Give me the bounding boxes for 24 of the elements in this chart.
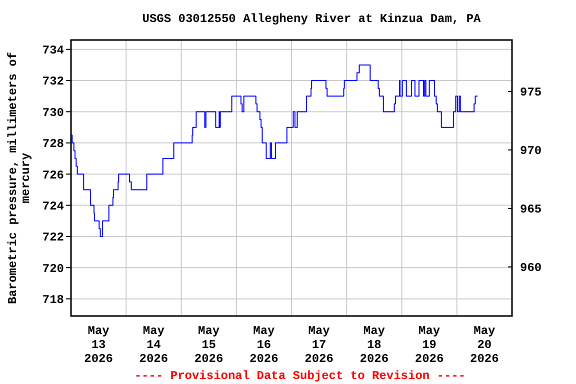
y2-tick-label: 970 <box>520 144 542 158</box>
x-tick-label: May 15 2026 <box>194 324 224 366</box>
x-tick-label: May 17 2026 <box>304 324 334 366</box>
y2-tick-label: 975 <box>520 86 542 100</box>
y2-tick-label: 965 <box>520 202 542 217</box>
y-tick-label: 726 <box>42 168 64 182</box>
y-tick-label: 728 <box>42 137 64 152</box>
x-tick-label: May 13 2026 <box>84 324 113 366</box>
y-tick-label: 734 <box>42 44 64 58</box>
x-tick-label: May 16 2026 <box>250 324 278 366</box>
y-tick-label: 718 <box>42 293 64 308</box>
y-tick-label: 732 <box>42 74 64 89</box>
y2-tick-label: 960 <box>520 261 542 276</box>
x-tick-label: May 19 2026 <box>414 324 444 366</box>
x-tick-label: May 14 2026 <box>139 324 168 366</box>
x-tick-label: May 20 2026 <box>470 324 499 366</box>
text: ---- Provisional Data Subject to Revision ---- <box>134 369 466 383</box>
y-tick-label: 730 <box>42 106 64 120</box>
x-tick-label: May 18 2026 <box>360 324 389 366</box>
y-axis-title: Barometric pressure, millimeters of mercury <box>6 52 33 304</box>
y-tick-label: 722 <box>42 230 64 245</box>
y-tick-label: 724 <box>42 199 64 214</box>
y-tick-label: 720 <box>42 262 64 276</box>
chart-title: USGS 03012550 Allegheny River at Kinzua Dam, PA <box>142 12 482 26</box>
